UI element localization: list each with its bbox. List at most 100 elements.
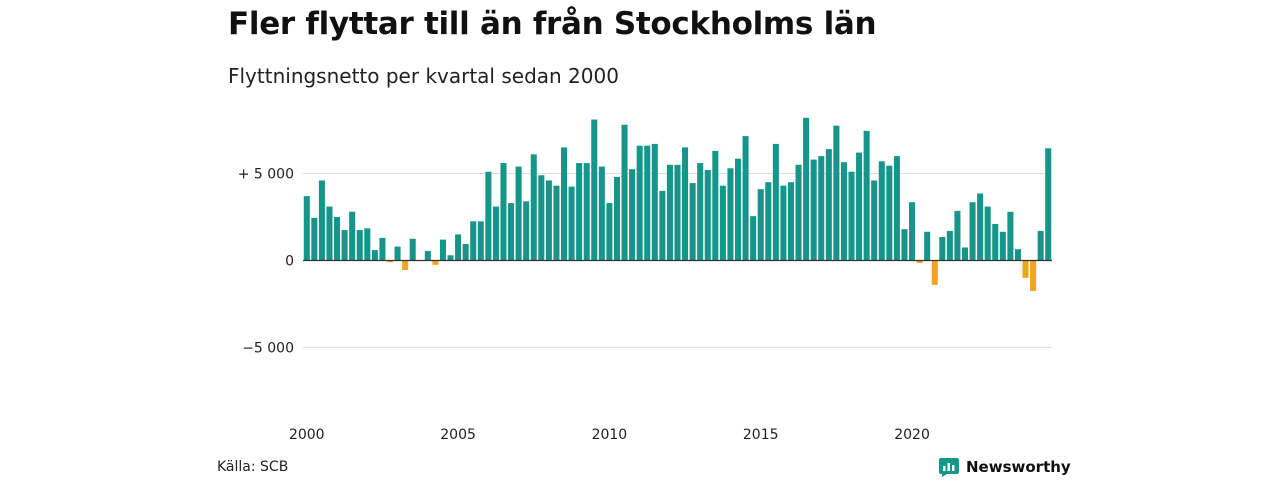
bar	[470, 221, 477, 261]
bar	[644, 145, 651, 261]
bar	[924, 231, 931, 261]
bar	[311, 217, 318, 261]
bar	[1030, 260, 1037, 291]
bar	[810, 159, 817, 261]
bar	[379, 237, 386, 261]
bar	[1045, 148, 1052, 261]
bar	[1007, 211, 1014, 261]
bar	[856, 152, 863, 261]
bar	[455, 234, 462, 261]
bar	[787, 182, 795, 261]
x-tick-label: 2015	[743, 427, 779, 443]
bar	[939, 237, 946, 261]
bar-layer	[303, 117, 1052, 291]
bar	[886, 165, 893, 261]
bar	[999, 231, 1006, 261]
bar	[432, 260, 439, 265]
bar	[916, 260, 923, 264]
bar	[977, 193, 984, 261]
bar	[909, 202, 916, 261]
bar	[371, 250, 378, 261]
bar	[984, 206, 991, 261]
bar	[682, 147, 689, 261]
bar	[780, 185, 787, 261]
bar	[318, 180, 325, 261]
bar	[523, 201, 530, 261]
bar	[462, 243, 469, 261]
bar	[946, 230, 953, 261]
bar	[833, 125, 840, 261]
bar	[969, 202, 976, 261]
bar	[878, 161, 885, 261]
x-tick-label: 2005	[440, 427, 476, 443]
bar	[334, 217, 341, 261]
axis-layer: + 5 000 0 −5 000 2000 2005 2010 2015 2020	[238, 167, 1052, 443]
y-tick-label: 0	[285, 254, 294, 270]
bar	[477, 221, 484, 261]
bar	[545, 180, 552, 261]
bar	[485, 171, 492, 261]
bar	[1037, 230, 1044, 261]
bar	[409, 238, 416, 261]
bar	[1014, 249, 1021, 261]
bar	[364, 228, 371, 261]
bar	[757, 189, 764, 261]
y-tick-label: + 5 000	[238, 167, 294, 183]
bar	[712, 150, 719, 261]
bar	[742, 136, 749, 261]
bar	[954, 210, 961, 261]
bar	[538, 175, 545, 261]
bar	[818, 156, 825, 261]
y-tick-label: −5 000	[242, 341, 294, 357]
bar	[402, 260, 409, 271]
bar	[356, 230, 363, 261]
bar	[803, 117, 810, 261]
bar	[765, 182, 772, 261]
bar	[560, 147, 568, 261]
bar	[598, 166, 605, 261]
bar	[893, 156, 900, 261]
bar	[439, 239, 446, 261]
bar	[447, 255, 454, 261]
bar	[386, 260, 394, 263]
bar	[750, 216, 757, 261]
bar	[689, 183, 696, 261]
bar	[871, 180, 878, 261]
bar	[735, 158, 742, 261]
bar	[424, 250, 431, 261]
bar	[719, 185, 726, 261]
bar	[795, 164, 802, 261]
source-note: Källa: SCB	[217, 459, 289, 475]
bar	[666, 164, 673, 261]
bar	[840, 162, 847, 261]
bar	[1022, 260, 1029, 278]
bar	[727, 168, 734, 261]
bar	[704, 170, 711, 261]
x-tick-label: 2010	[592, 427, 628, 443]
bar	[697, 163, 704, 261]
bar	[772, 143, 779, 261]
bar	[931, 260, 938, 285]
bar	[530, 154, 537, 261]
bar	[825, 149, 832, 261]
bar	[394, 246, 401, 261]
bar	[674, 164, 681, 261]
bar	[613, 176, 620, 261]
bar	[848, 171, 855, 261]
bar	[492, 206, 499, 261]
brand-logo: Newsworthy	[938, 456, 1071, 478]
bar	[583, 163, 590, 261]
bar	[629, 169, 636, 261]
newsworthy-logo-icon	[939, 458, 959, 477]
bar	[636, 145, 643, 261]
bar	[621, 124, 628, 261]
bar	[326, 206, 333, 261]
chart-subtitle: Flyttningsnetto per kvartal sedan 2000	[228, 64, 619, 88]
bar	[961, 247, 969, 261]
bar	[553, 185, 560, 261]
bar	[303, 196, 310, 261]
bar	[651, 143, 658, 261]
bar	[591, 119, 598, 261]
x-tick-label: 2020	[894, 427, 930, 443]
